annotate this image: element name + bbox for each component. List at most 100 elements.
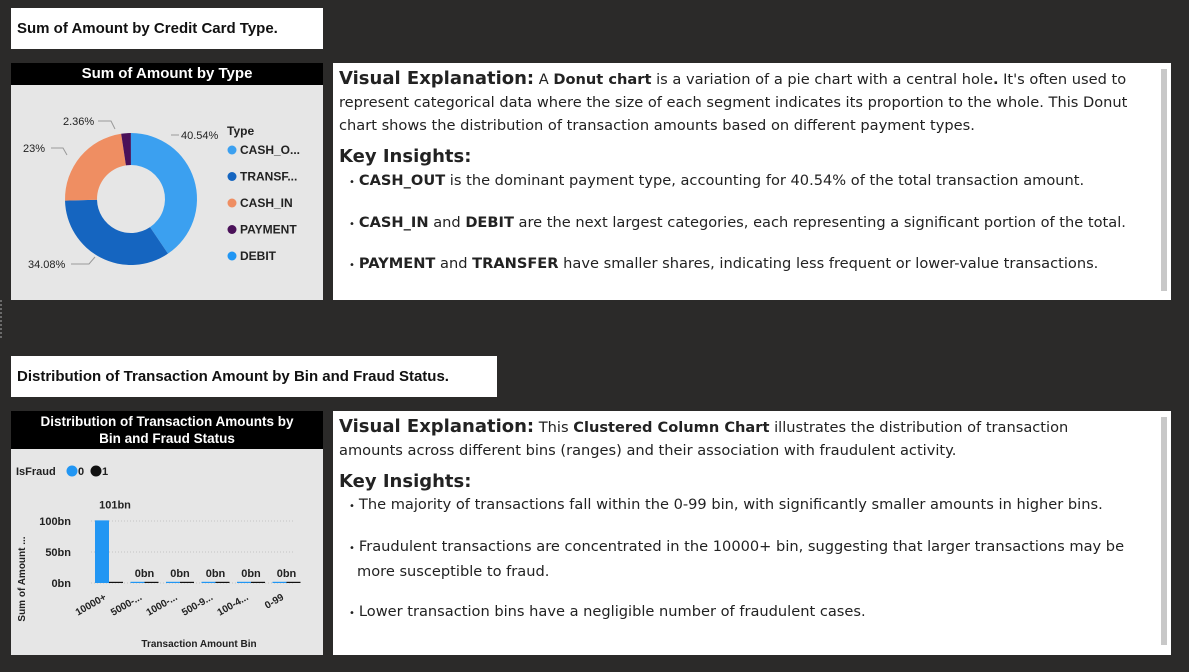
- bar-not-fraud[interactable]: [95, 520, 109, 583]
- bar-fraud[interactable]: [144, 581, 159, 583]
- insight-text: is the dominant payment type, accounting…: [445, 172, 1085, 189]
- bar-fraud[interactable]: [109, 581, 123, 583]
- bar-not-fraud[interactable]: [166, 581, 180, 583]
- column-explanation-panel: Visual Explanation: This Clustered Colum…: [333, 411, 1171, 655]
- key-insights-heading: Key Insights:: [339, 471, 472, 492]
- insight-bullet: CASH_IN and DEBIT are the next largest c…: [349, 211, 1135, 236]
- visual-explanation-bold: Clustered Column Chart: [573, 419, 770, 436]
- legend-item[interactable]: 1: [102, 466, 108, 478]
- donut-explanation-panel: Visual Explanation: A Donut chart is a v…: [333, 63, 1171, 300]
- scrollbar[interactable]: [1161, 417, 1167, 645]
- legend-title: IsFraud: [16, 466, 56, 478]
- insight-text: and: [428, 214, 466, 231]
- donut-chart[interactable]: 40.54% 2.36% 23% 34.08% Type CASH_O... TR…: [11, 63, 323, 300]
- bar-fraud[interactable]: [215, 581, 230, 583]
- y-tick-label: 0bn: [51, 578, 71, 590]
- visual-explanation: Visual Explanation: This Clustered Colum…: [339, 415, 1135, 462]
- visual-explanation: Visual Explanation: A Donut chart is a v…: [339, 67, 1135, 137]
- leader-line-payment: [98, 120, 116, 130]
- legend-marker: [227, 251, 237, 261]
- legend-marker: [227, 198, 237, 208]
- data-label: 0bn: [241, 568, 261, 580]
- insight-bold: PAYMENT: [358, 255, 436, 272]
- visual-explanation-heading: Visual Explanation:: [339, 416, 535, 437]
- insight-bold: CASH_IN: [358, 214, 429, 231]
- leader-line-cash-in: [51, 147, 68, 156]
- insight-bullet: The majority of transactions fall within…: [349, 493, 1135, 518]
- insight-text: have smaller shares, indicating less fre…: [558, 255, 1099, 272]
- visual-explanation-text: A: [534, 71, 554, 88]
- data-label-transfer: 34.08%: [28, 259, 66, 271]
- legend-marker: [227, 145, 237, 155]
- donut-slice-payment[interactable]: [121, 133, 131, 166]
- section-title-text: Distribution of Transaction Amount by Bi…: [17, 368, 449, 385]
- insight-text: are the next largest categories, each re…: [513, 214, 1126, 231]
- x-axis-label: Transaction Amount Bin: [141, 639, 256, 650]
- donut-slice-transfer[interactable]: [65, 199, 168, 265]
- x-tick-label: 500-9...: [180, 592, 215, 619]
- insight-bold: TRANSFER: [472, 255, 559, 272]
- visual-explanation-text: illustrates the distribution of transact…: [339, 419, 1069, 459]
- insight-bullet: CASH_OUT is the dominant payment type, a…: [349, 169, 1135, 194]
- section-title-credit-card-type: Sum of Amount by Credit Card Type.: [11, 8, 323, 49]
- legend-marker: [90, 465, 102, 477]
- x-tick-label: 100-4...: [216, 592, 251, 619]
- y-tick-label: 100bn: [39, 516, 71, 528]
- legend-marker: [227, 172, 237, 181]
- visual-explanation-text: This: [534, 419, 574, 436]
- x-tick-label: 1000-...: [145, 592, 180, 619]
- insight-text: and: [435, 255, 473, 272]
- visual-explanation-text: It's often used to represent categorical…: [339, 71, 1128, 134]
- data-label: 0bn: [206, 568, 226, 580]
- key-insights-heading: Key Insights:: [339, 146, 472, 167]
- data-label: 0bn: [277, 568, 297, 580]
- column-chart-panel[interactable]: Distribution of Transaction Amounts by B…: [11, 411, 323, 655]
- column-chart[interactable]: IsFraud 0 1 Sum of Amount ... 100bn 50bn 0b…: [11, 411, 323, 655]
- y-tick-label: 50bn: [45, 547, 71, 559]
- bar-fraud[interactable]: [286, 581, 301, 583]
- donut-slice-cash-out[interactable]: [131, 133, 197, 254]
- y-axis-label: Sum of Amount ...: [17, 536, 28, 621]
- chart-title: Distribution of Transaction Amounts by B…: [11, 411, 323, 449]
- insight-bullet: Fraudulent transactions are concentrated…: [349, 535, 1135, 583]
- visual-explanation-bold: Donut chart: [553, 71, 652, 88]
- data-label: 0bn: [170, 568, 190, 580]
- bar-fraud[interactable]: [251, 581, 265, 583]
- legend-title: Type: [227, 124, 254, 138]
- chart-title-text: Distribution of Transaction Amounts by B…: [40, 414, 294, 446]
- data-label: 0bn: [135, 568, 155, 580]
- chart-title-text: Sum of Amount by Type: [81, 65, 253, 82]
- legend-item[interactable]: CASH_O...: [240, 143, 300, 157]
- insight-bold: DEBIT: [465, 214, 514, 231]
- bar-not-fraud[interactable]: [201, 581, 216, 583]
- visual-explanation-heading: Visual Explanation:: [339, 68, 535, 89]
- donut-slice-cash-in[interactable]: [65, 133, 126, 201]
- legend-item[interactable]: TRANSF...: [240, 170, 297, 184]
- donut-chart-panel[interactable]: Sum of Amount by Type 40.54% 2.36% 23% 3…: [11, 63, 323, 300]
- legend-item[interactable]: CASH_IN: [240, 196, 293, 210]
- bar-not-fraud[interactable]: [272, 581, 287, 583]
- bar-fraud[interactable]: [180, 581, 194, 583]
- data-label-cash-in: 23%: [23, 143, 45, 155]
- section-title-transaction-bin: Distribution of Transaction Amount by Bi…: [11, 356, 497, 397]
- legend-item[interactable]: PAYMENT: [240, 223, 297, 237]
- data-label: 101bn: [99, 499, 131, 511]
- visual-explanation-bold: .: [992, 71, 999, 88]
- legend-marker: [227, 225, 237, 234]
- data-label-payment: 2.36%: [63, 116, 94, 128]
- visual-explanation-text: is a variation of a pie chart with a cen…: [651, 71, 993, 88]
- x-tick-label: 0-99: [263, 592, 286, 612]
- insight-bullet: PAYMENT and TRANSFER have smaller shares…: [349, 252, 1135, 277]
- section-title-text: Sum of Amount by Credit Card Type.: [17, 20, 278, 37]
- leader-line-transfer: [71, 256, 96, 265]
- bar-not-fraud[interactable]: [130, 581, 145, 583]
- x-tick-label: 5000-...: [109, 592, 144, 619]
- side-dots: [0, 300, 2, 340]
- bar-not-fraud[interactable]: [237, 581, 251, 583]
- scrollbar[interactable]: [1161, 69, 1167, 291]
- legend-item[interactable]: 0: [78, 466, 84, 478]
- legend-item[interactable]: DEBIT: [240, 249, 277, 263]
- insight-bullet: Lower transaction bins have a negligible…: [349, 600, 1135, 625]
- insight-bold: CASH_OUT: [358, 172, 446, 189]
- chart-title: Sum of Amount by Type: [11, 63, 323, 85]
